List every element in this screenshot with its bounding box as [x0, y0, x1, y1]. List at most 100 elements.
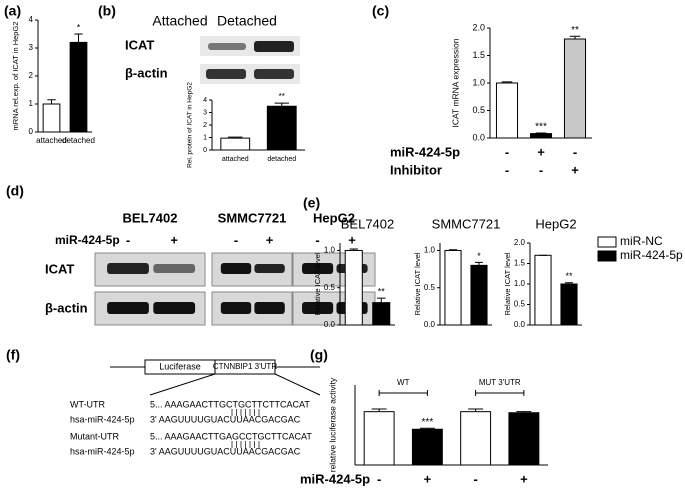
bar	[266, 105, 297, 151]
condition-sign: +	[424, 471, 432, 486]
x-tick-label: attached	[36, 136, 67, 145]
x-tick-label: detached	[267, 156, 296, 163]
chart-title: HepG2	[535, 216, 576, 231]
utr-label: CTNNBIP1 3'UTR	[213, 362, 277, 371]
group-bracket	[475, 390, 525, 396]
condition-label: miR-424-5p	[300, 471, 370, 486]
blot-column: Attached	[152, 13, 207, 29]
bar	[411, 428, 443, 466]
blot-band	[153, 264, 196, 273]
y-axis-label: Relative ICAT level	[503, 252, 512, 315]
chart-title: BEL7402	[341, 216, 395, 231]
bar	[470, 264, 488, 326]
y-tick-label: 0.0	[472, 132, 485, 142]
sequence-label: WT-UTR	[70, 399, 105, 409]
treatment-sign: +	[266, 232, 274, 247]
bar	[344, 249, 363, 326]
cell-line: SMMC7721	[218, 210, 287, 225]
y-tick-label: 2.0	[514, 238, 526, 247]
error-bar	[501, 81, 513, 83]
bar	[220, 137, 251, 151]
blot-band	[153, 302, 196, 314]
y-tick-label: 1.0	[324, 246, 336, 255]
blot-band	[254, 41, 294, 52]
condition-sign: -	[473, 471, 477, 486]
blot-row: β-actin	[45, 300, 88, 315]
y-tick-label: 4	[203, 97, 207, 104]
blot-band	[107, 302, 149, 314]
legend-swatch	[597, 250, 617, 262]
y-tick-label: 1.0	[514, 279, 526, 288]
bar	[534, 254, 552, 326]
y-tick-label: 0.5	[424, 283, 436, 292]
blot-band	[254, 302, 285, 314]
error-bar	[371, 408, 387, 412]
y-tick-label: 1	[29, 99, 34, 108]
legend-label: miR-NC	[620, 234, 663, 248]
error-bar	[349, 248, 359, 251]
error-bar	[516, 411, 532, 413]
blot-band	[302, 302, 334, 314]
bar	[495, 82, 519, 139]
y-tick-label: 1	[203, 134, 207, 141]
blot-column: Detached	[217, 13, 277, 29]
significance: **	[378, 287, 386, 297]
cell-line: HepG2	[313, 210, 355, 225]
panel-label: (b)	[98, 3, 116, 19]
blot-band	[220, 302, 252, 314]
x-tick-label: detached	[62, 136, 95, 145]
sequence-label: hsa-miR-424-5p	[70, 414, 135, 424]
panel-label: (f)	[6, 347, 20, 363]
panel-label: (e)	[303, 195, 320, 211]
condition-sign: -	[377, 471, 381, 486]
panel-label: (d)	[6, 183, 24, 199]
y-tick-label: 1.5	[514, 259, 526, 268]
panel-label: (a)	[4, 3, 21, 19]
y-tick-label: 0.0	[424, 320, 436, 329]
bar	[529, 133, 553, 139]
y-tick-label: 2	[203, 122, 207, 129]
sequence-label: Mutant-UTR	[70, 431, 120, 441]
y-tick-label: 0	[203, 147, 207, 154]
blot-band	[208, 43, 246, 50]
error-bar	[274, 102, 289, 107]
panel-label: (c)	[372, 3, 389, 19]
bar	[560, 283, 578, 326]
sequence: 3' AAGUUUUGUACUUAACGACGAC	[150, 446, 301, 456]
y-axis-label: relative luciferase activity	[327, 377, 337, 472]
treatment-sign: -	[234, 232, 238, 247]
significance: **	[571, 25, 579, 36]
treatment-sign: -	[126, 232, 130, 247]
blot-row: β-actin	[125, 65, 168, 80]
blot-band	[254, 264, 285, 273]
error-bar	[376, 297, 386, 303]
condition-sign: -	[573, 144, 577, 159]
sequence: 5... AAAGAACTTGCTGCTTCTTCACAT	[150, 399, 310, 409]
blot-row: ICAT	[125, 37, 154, 52]
significance: ***	[422, 417, 434, 428]
condition-sign: -	[505, 162, 509, 177]
bar	[563, 38, 587, 139]
sequence: 5... AAAGAACTTGAGCCTGCTTCACAT	[150, 431, 312, 441]
panel-label: (g)	[310, 347, 328, 363]
error-bar	[468, 408, 484, 412]
error-bar	[47, 99, 56, 104]
condition-label: Inhibitor	[390, 162, 442, 177]
legend-label: miR-424-5p	[620, 248, 683, 262]
bar	[42, 103, 61, 133]
significance: ***	[535, 122, 547, 133]
y-tick-label: 0.5	[472, 105, 485, 115]
chart-title: SMMC7721	[432, 216, 501, 231]
y-tick-label: 2.0	[472, 22, 485, 32]
blot-band	[302, 263, 334, 274]
condition-label: miR-424-5p	[390, 144, 460, 159]
bar	[363, 411, 395, 466]
significance: *	[477, 251, 481, 261]
bar	[460, 411, 492, 466]
bar	[508, 412, 540, 466]
condition-sign: +	[571, 162, 579, 177]
condition-sign: +	[537, 144, 545, 159]
y-tick-label: 1.5	[472, 50, 485, 60]
group-label: WT	[397, 378, 410, 387]
